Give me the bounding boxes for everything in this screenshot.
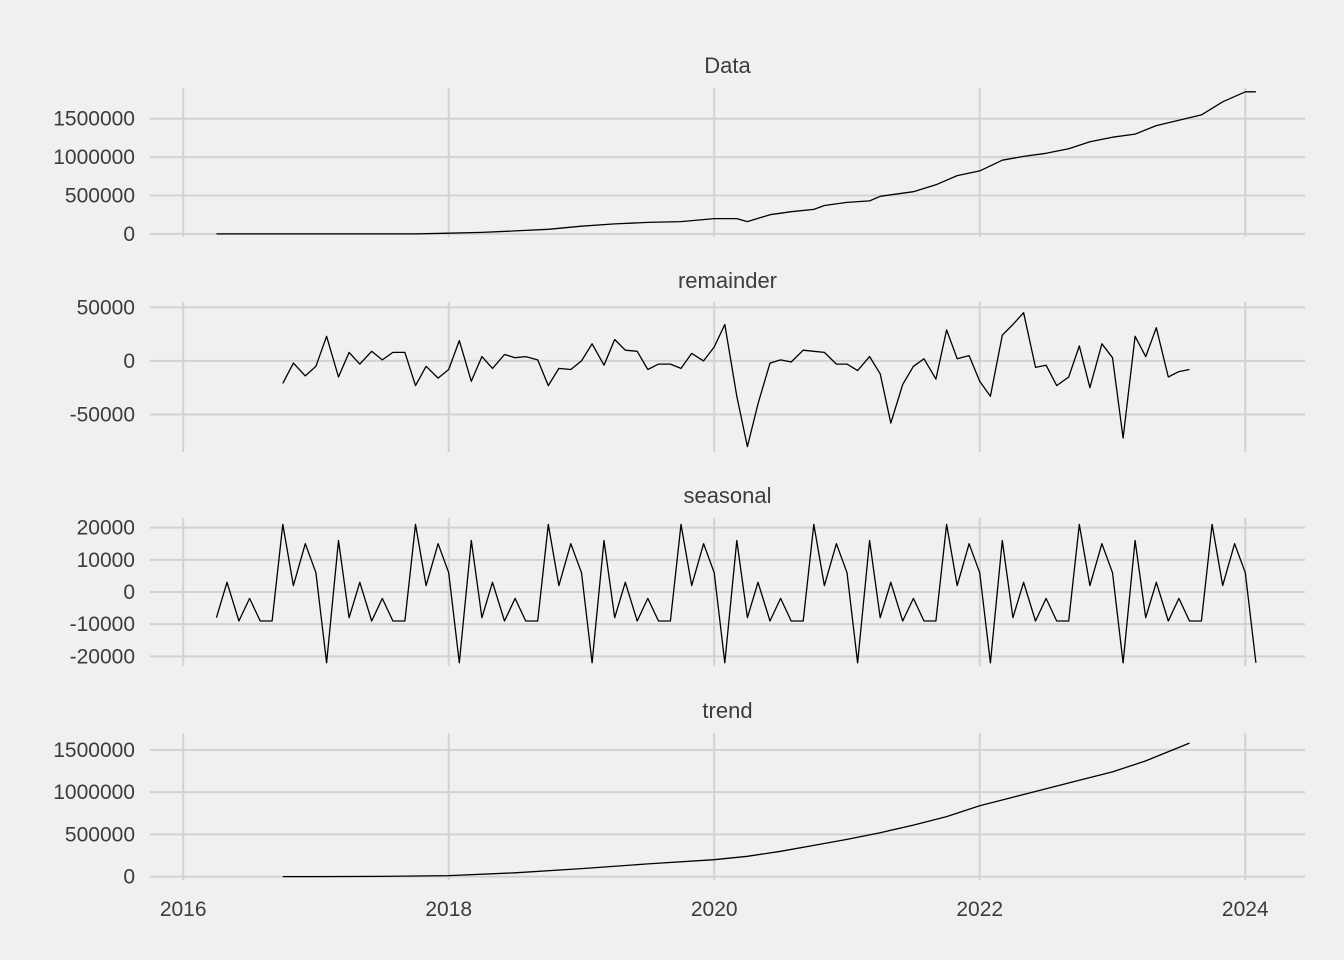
y-tick-label: 0 (123, 866, 135, 889)
x-axis: 2016 2018 2020 2022 2024 (160, 898, 1269, 921)
panel-Data: Data 0 500000 1000000 1500000 (53, 53, 1305, 246)
y-tick-label: 0 (123, 581, 135, 604)
y-tick-label: -50000 (70, 404, 135, 427)
panel-trend: trend 0 500000 1000000 1500000 (53, 698, 1305, 889)
panel-title: remainder (678, 268, 777, 293)
series-line-seasonal (215, 523, 1257, 664)
y-tick-label: 1500000 (53, 108, 135, 131)
x-tick-label: 2022 (956, 898, 1003, 921)
panel-remainder: remainder -50000 0 50000 (70, 268, 1305, 448)
series-line-Data (216, 91, 1256, 235)
series-line-trend (282, 742, 1190, 878)
panel-title: Data (704, 53, 751, 78)
y-tick-label: 500000 (65, 185, 135, 208)
y-tick-label: 1000000 (53, 781, 135, 804)
y-tick-label: -10000 (70, 613, 135, 636)
facet-panels: Data050000010000001500000remainder-50000… (53, 53, 1305, 889)
panel-seasonal: seasonal -20000 -10000 0 10000 20000 (70, 483, 1305, 668)
x-tick-label: 2024 (1222, 898, 1269, 921)
panel-title: seasonal (683, 483, 771, 508)
y-tick-label: 50000 (77, 296, 135, 319)
y-tick-label: -20000 (70, 645, 135, 668)
y-tick-label: 500000 (65, 823, 135, 846)
y-tick-label: 0 (123, 223, 135, 246)
y-tick-label: 0 (123, 350, 135, 373)
x-tick-label: 2020 (691, 898, 738, 921)
y-tick-label: 10000 (77, 549, 135, 572)
y-tick-label: 20000 (77, 517, 135, 540)
y-tick-label: 1500000 (53, 739, 135, 762)
series-line-remainder (282, 312, 1190, 448)
x-tick-label: 2018 (425, 898, 472, 921)
y-tick-label: 1000000 (53, 146, 135, 169)
x-tick-label: 2016 (160, 898, 207, 921)
panel-title: trend (702, 698, 752, 723)
